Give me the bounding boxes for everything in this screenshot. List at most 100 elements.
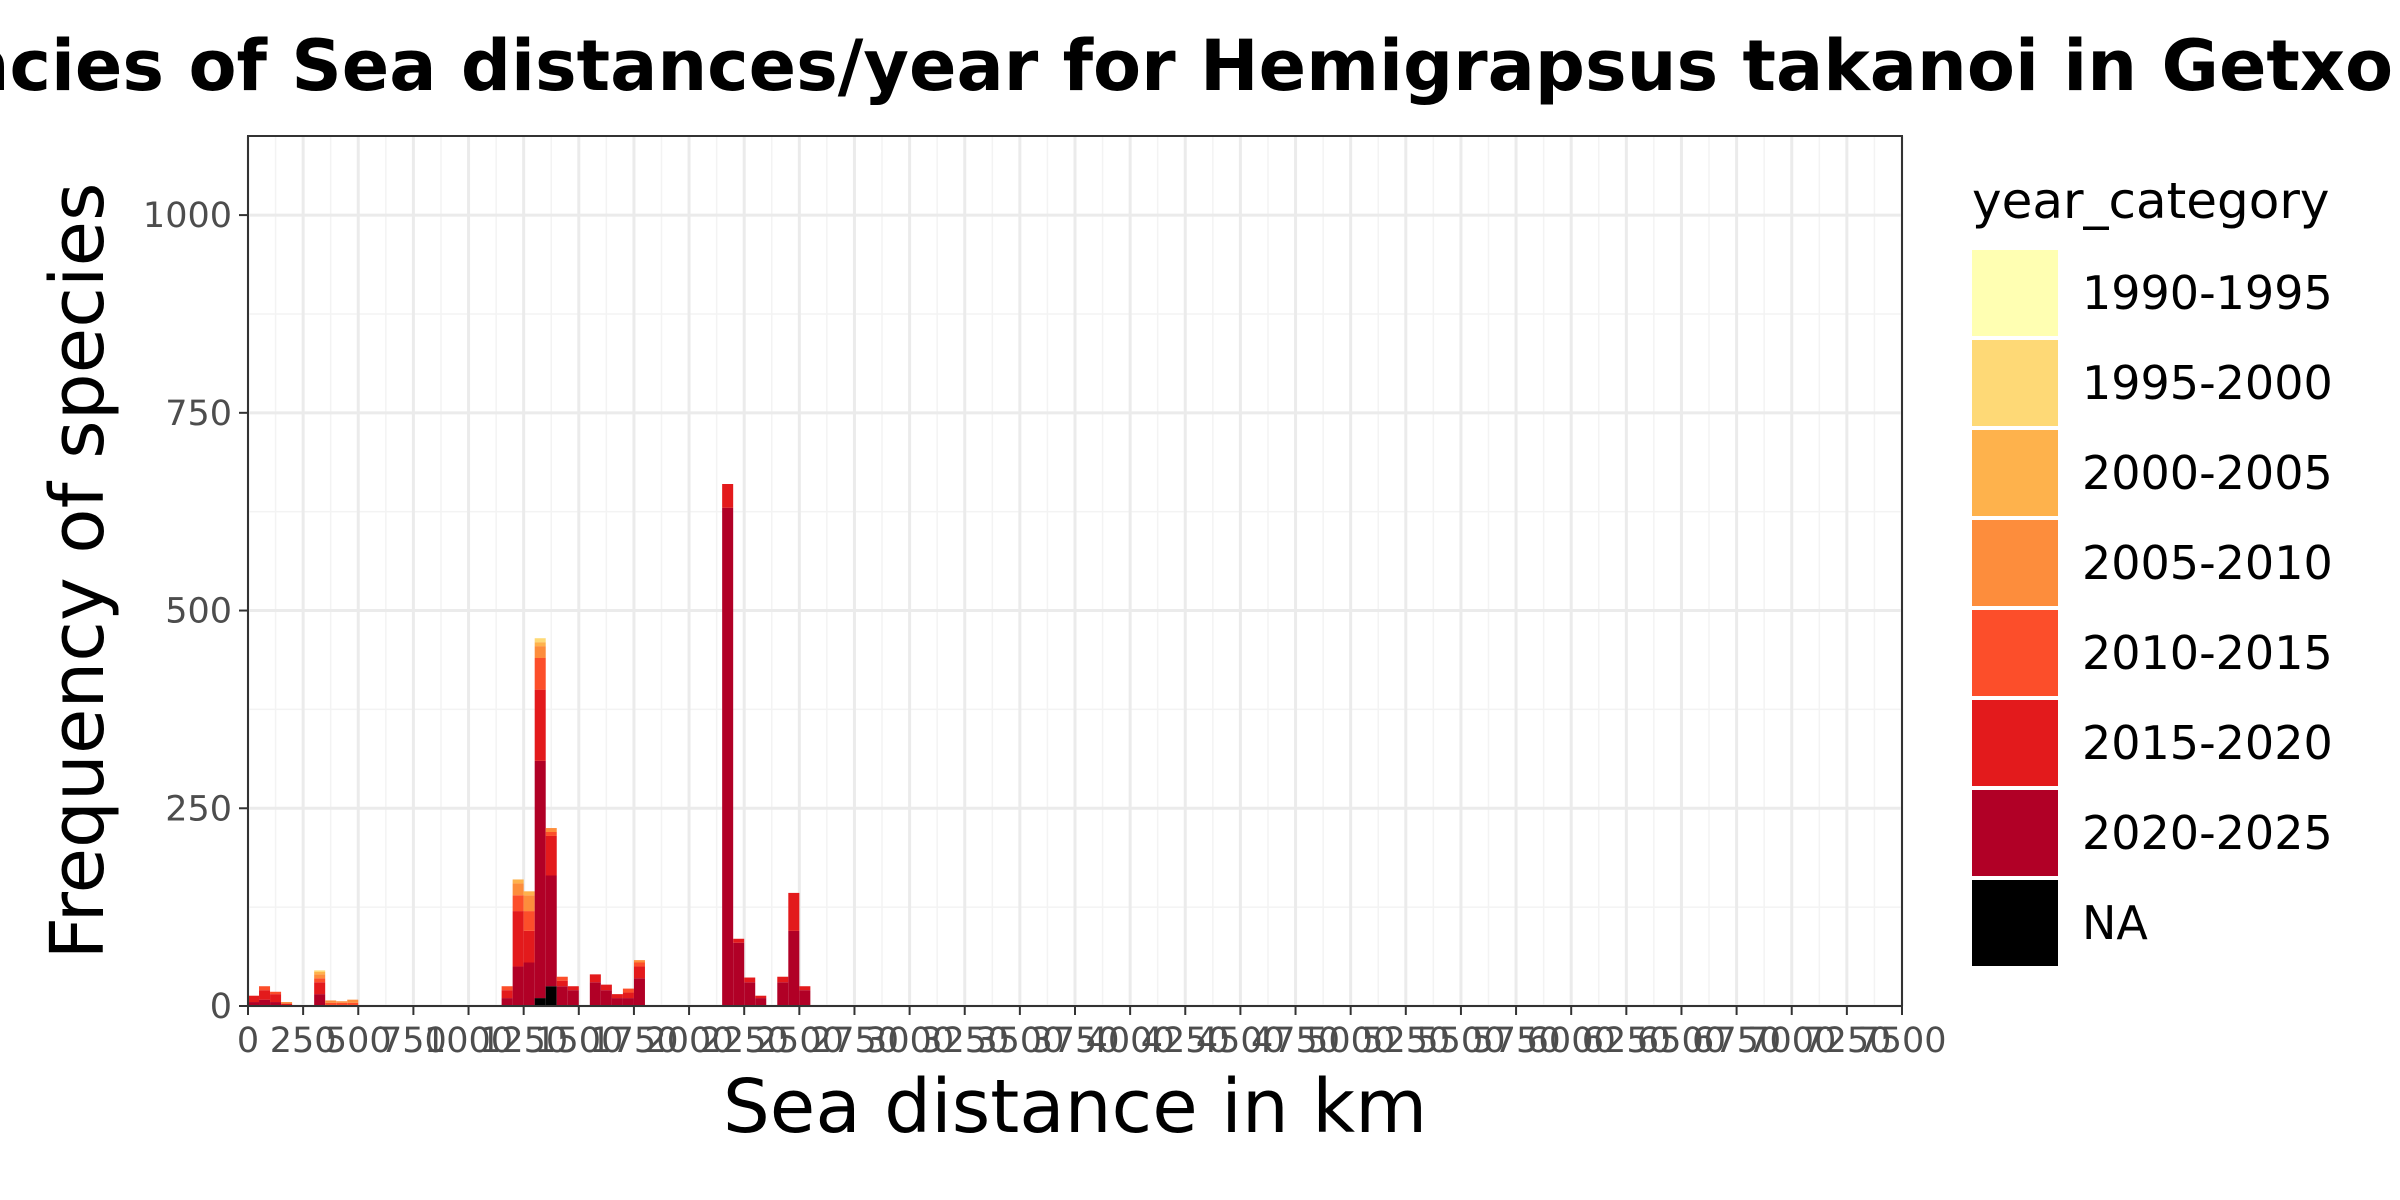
x-axis: 0 250500750100012501500175020002250250027… xyxy=(237,1006,1947,1061)
bar-segment xyxy=(523,911,535,931)
bar-segment xyxy=(270,991,282,995)
legend-key xyxy=(1972,430,2058,516)
bar-segment xyxy=(270,1002,282,1006)
x-tick-label: 4250 xyxy=(1141,1021,1230,1061)
bar-segment xyxy=(512,966,524,1006)
bar-segment xyxy=(633,962,645,967)
x-tick-label: 3000 xyxy=(865,1021,954,1061)
x-tick-label: 6000 xyxy=(1527,1021,1616,1061)
x-tick-label: 3750 xyxy=(1030,1021,1119,1061)
y-tick-label: 250 xyxy=(165,789,232,829)
legend-title: year_category xyxy=(1972,172,2330,230)
bar-segment xyxy=(501,986,513,991)
bar-segment xyxy=(512,883,524,896)
bar-segment xyxy=(545,832,557,836)
bar-segment xyxy=(600,990,612,1006)
x-tick-label: 1000 xyxy=(424,1021,513,1061)
bar-segment xyxy=(512,911,524,967)
bar-segment xyxy=(501,998,513,1006)
bar-segment xyxy=(567,986,579,991)
bar-segment xyxy=(336,1002,348,1006)
y-tick-label: 0 xyxy=(210,987,232,1027)
x-tick-label: 4000 xyxy=(1086,1021,1175,1061)
bar-segment xyxy=(534,689,546,761)
bar-segment xyxy=(314,982,326,995)
x-tick-label: 7500 xyxy=(1857,1021,1946,1061)
legend-key xyxy=(1972,340,2058,426)
bar-segment xyxy=(314,978,326,983)
bar-segment xyxy=(534,646,546,658)
x-tick-label: 0 xyxy=(237,1021,259,1061)
legend-key xyxy=(1972,790,2058,876)
legend-key xyxy=(1972,610,2058,696)
x-tick-label: 4500 xyxy=(1196,1021,1285,1061)
bar-segment xyxy=(600,984,612,991)
legend-key xyxy=(1972,700,2058,786)
x-tick-label: 4750 xyxy=(1251,1021,1340,1061)
x-tick-label: 7250 xyxy=(1802,1021,1891,1061)
bar-segment xyxy=(259,986,271,991)
x-tick-label: 5500 xyxy=(1416,1021,1505,1061)
x-tick-label: 7000 xyxy=(1747,1021,1836,1061)
legend-label: 2005-2010 xyxy=(2082,536,2333,590)
x-tick-label: 5000 xyxy=(1306,1021,1395,1061)
x-tick-label: 750 xyxy=(380,1021,447,1061)
x-tick-label: 2000 xyxy=(645,1021,734,1061)
bar-segment xyxy=(611,998,623,1006)
bar-segment xyxy=(314,970,326,972)
legend-key xyxy=(1972,520,2058,606)
bar-segment xyxy=(523,891,535,896)
bar-segment xyxy=(512,879,524,884)
bars-layer xyxy=(248,484,811,1006)
bar-segment xyxy=(556,976,568,981)
bar-segment xyxy=(755,995,767,999)
bar-segment xyxy=(534,998,546,1006)
x-tick-label: 6750 xyxy=(1692,1021,1781,1061)
bar-segment xyxy=(259,990,271,1000)
bar-segment xyxy=(622,998,634,1006)
bar-segment xyxy=(633,978,645,1006)
x-axis-title: Sea distance in km xyxy=(723,1064,1427,1150)
bar-segment xyxy=(744,982,756,1006)
bar-segment xyxy=(534,638,546,643)
legend-label: 2010-2015 xyxy=(2082,626,2333,680)
bar-segment xyxy=(336,1001,348,1003)
bar-segment xyxy=(545,828,557,832)
x-tick-label: 500 xyxy=(325,1021,392,1061)
bar-segment xyxy=(622,992,634,999)
grid-minor xyxy=(248,136,1902,1006)
legend-label: 1990-1995 xyxy=(2082,266,2333,320)
bar-segment xyxy=(325,1000,337,1003)
plot-area xyxy=(246,135,1904,1008)
x-tick-label: 6500 xyxy=(1637,1021,1726,1061)
legend-label: 2000-2005 xyxy=(2082,446,2333,500)
bar-segment xyxy=(622,988,634,993)
bar-segment xyxy=(347,999,359,1003)
bar-segment xyxy=(633,960,645,963)
bar-segment xyxy=(545,875,557,987)
bar-segment xyxy=(777,982,789,1006)
bar-segment xyxy=(523,962,535,1006)
bar-segment xyxy=(788,892,800,931)
y-axis-title: Frequency of species xyxy=(35,182,121,959)
bar-segment xyxy=(314,971,326,975)
bar-segment xyxy=(799,986,811,991)
bar-segment xyxy=(534,642,546,647)
y-axis: 0 250 500 750 1000 xyxy=(143,196,248,1027)
bar-segment xyxy=(314,974,326,979)
bar-segment xyxy=(534,760,546,999)
bar-segment xyxy=(633,966,645,979)
x-tick-label: 1250 xyxy=(479,1021,568,1061)
bar-segment xyxy=(777,976,789,983)
legend-label: 2020-2025 xyxy=(2082,806,2333,860)
bar-segment xyxy=(347,1002,359,1006)
x-tick-label: 1500 xyxy=(534,1021,623,1061)
bar-segment xyxy=(281,1002,293,1004)
bar-segment xyxy=(512,895,524,912)
bar-segment xyxy=(523,895,535,912)
bar-segment xyxy=(545,835,557,876)
bar-segment xyxy=(722,507,734,1006)
x-tick-label: 2750 xyxy=(810,1021,899,1061)
bar-segment xyxy=(611,994,623,999)
legend-key xyxy=(1972,250,2058,336)
